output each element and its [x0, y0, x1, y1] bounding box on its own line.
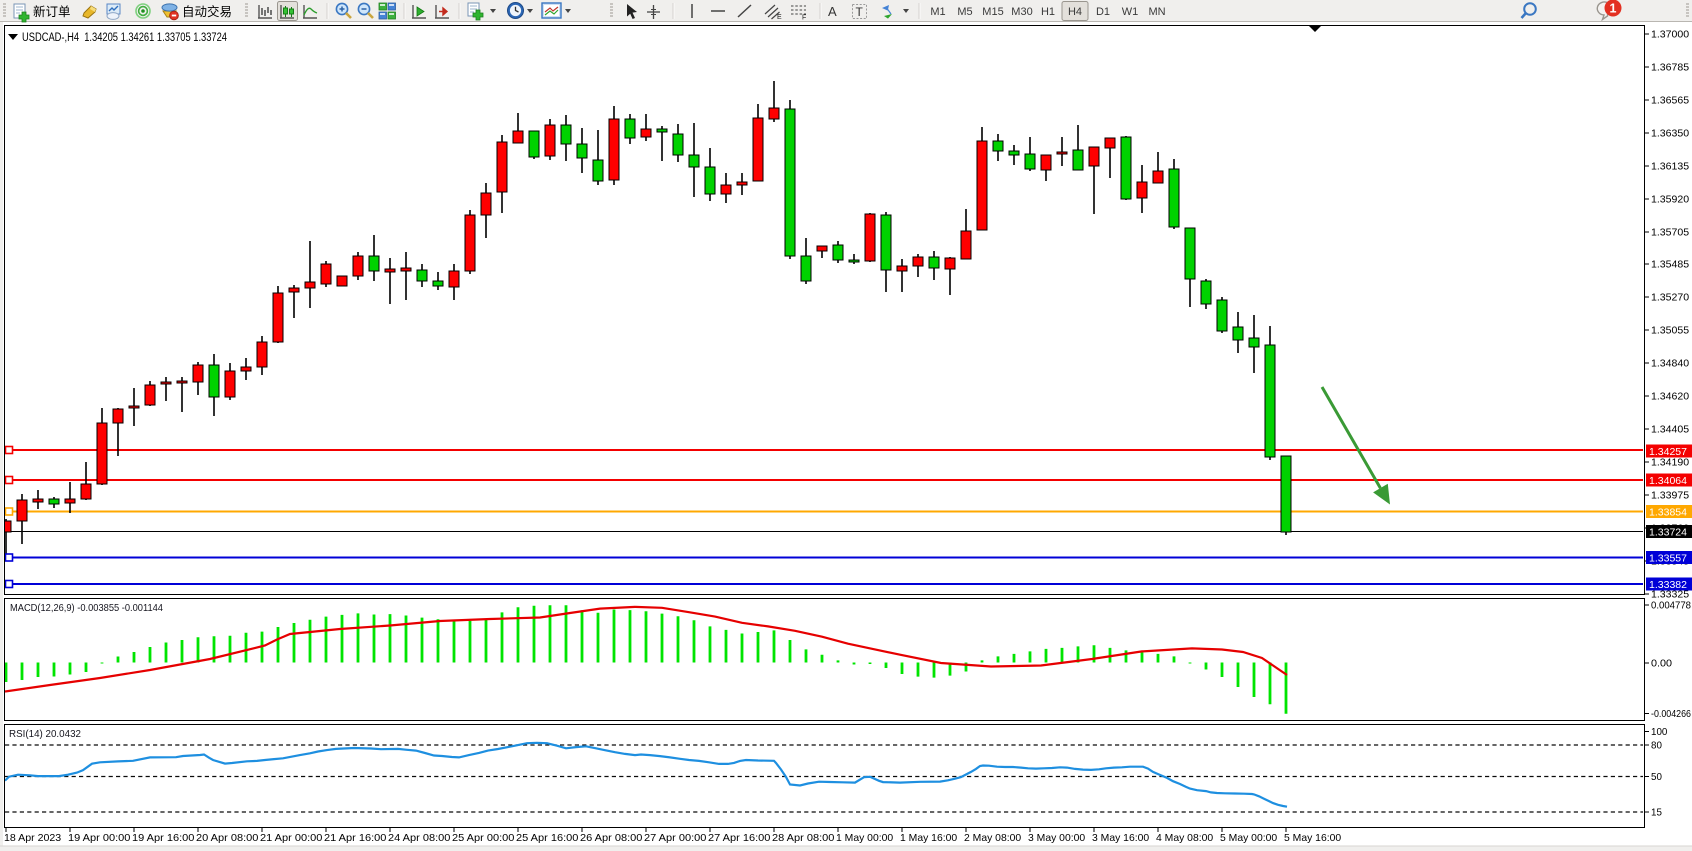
svg-text:1.34064: 1.34064 [1649, 475, 1687, 487]
svg-text:1.36785: 1.36785 [1651, 62, 1689, 74]
svg-text:80: 80 [1651, 740, 1662, 752]
svg-text:5 May 16:00: 5 May 16:00 [1284, 832, 1341, 844]
svg-text:1.36350: 1.36350 [1651, 128, 1689, 140]
svg-text:1.36135: 1.36135 [1651, 161, 1689, 173]
svg-text:21 Apr 00:00: 21 Apr 00:00 [260, 832, 323, 844]
svg-text:27 Apr 00:00: 27 Apr 00:00 [644, 832, 707, 844]
svg-text:19 Apr 16:00: 19 Apr 16:00 [132, 832, 195, 844]
svg-text:1.33557: 1.33557 [1649, 553, 1687, 565]
svg-text:USDCAD-,H4 1.34205 1.34261 1.: USDCAD-,H4 1.34205 1.34261 1.33705 1.337… [22, 32, 227, 44]
svg-text:M30: M30 [1011, 6, 1032, 18]
svg-text:MACD(12,26,9) -0.003855 -0.001: MACD(12,26,9) -0.003855 -0.001144 [10, 602, 163, 614]
svg-text:24 Apr 08:00: 24 Apr 08:00 [388, 832, 451, 844]
svg-text:26 Apr 08:00: 26 Apr 08:00 [580, 832, 643, 844]
svg-text:25 Apr 16:00: 25 Apr 16:00 [516, 832, 579, 844]
svg-text:1.34620: 1.34620 [1651, 391, 1689, 403]
svg-text:2 May 08:00: 2 May 08:00 [964, 832, 1021, 844]
svg-text:1 May 00:00: 1 May 00:00 [836, 832, 893, 844]
svg-text:3 May 16:00: 3 May 16:00 [1092, 832, 1149, 844]
svg-text:W1: W1 [1122, 6, 1139, 18]
svg-text:1 May 16:00: 1 May 16:00 [900, 832, 957, 844]
svg-text:新订单: 新订单 [33, 4, 71, 19]
svg-text:H1: H1 [1041, 6, 1055, 18]
svg-text:28 Apr 08:00: 28 Apr 08:00 [772, 832, 835, 844]
svg-text:4 May 08:00: 4 May 08:00 [1156, 832, 1213, 844]
svg-text:1.33975: 1.33975 [1651, 490, 1689, 502]
svg-text:1.35485: 1.35485 [1651, 259, 1689, 271]
svg-text:M1: M1 [930, 6, 945, 18]
svg-text:1.34190: 1.34190 [1651, 457, 1689, 469]
svg-text:MN: MN [1148, 6, 1165, 18]
svg-text:A: A [828, 4, 837, 19]
svg-text:1.33325: 1.33325 [1651, 589, 1689, 601]
svg-text:1.35055: 1.35055 [1651, 325, 1689, 337]
svg-text:H4: H4 [1068, 6, 1082, 18]
svg-text:F: F [802, 15, 806, 22]
svg-text:3 May 00:00: 3 May 00:00 [1028, 832, 1085, 844]
svg-text:1.34840: 1.34840 [1651, 358, 1689, 370]
svg-text:1.35920: 1.35920 [1651, 194, 1689, 206]
svg-text:M15: M15 [982, 6, 1003, 18]
svg-text:1.37000: 1.37000 [1651, 29, 1689, 41]
svg-text:15: 15 [1651, 807, 1662, 819]
svg-text:1.36565: 1.36565 [1651, 95, 1689, 107]
svg-text:21 Apr 16:00: 21 Apr 16:00 [324, 832, 387, 844]
svg-text:1.35705: 1.35705 [1651, 227, 1689, 239]
svg-text:RSI(14) 20.0432: RSI(14) 20.0432 [9, 728, 81, 740]
svg-text:D1: D1 [1096, 6, 1110, 18]
svg-text:1.33724: 1.33724 [1649, 527, 1687, 539]
svg-text:E: E [777, 14, 782, 21]
svg-text:18 Apr 2023: 18 Apr 2023 [4, 832, 61, 844]
svg-text:5 May 00:00: 5 May 00:00 [1220, 832, 1277, 844]
svg-text:20 Apr 08:00: 20 Apr 08:00 [196, 832, 259, 844]
svg-text:1.34405: 1.34405 [1651, 424, 1689, 436]
svg-text:1.33382: 1.33382 [1649, 579, 1687, 591]
svg-text:M5: M5 [957, 6, 972, 18]
svg-text:自动交易: 自动交易 [182, 4, 232, 19]
svg-text:T: T [856, 5, 864, 19]
svg-text:25 Apr 00:00: 25 Apr 00:00 [452, 832, 515, 844]
svg-text:1.35270: 1.35270 [1651, 292, 1689, 304]
svg-text:1.33854: 1.33854 [1649, 507, 1687, 519]
svg-text:100: 100 [1651, 726, 1668, 738]
svg-text:1: 1 [1610, 2, 1617, 16]
svg-text:27 Apr 16:00: 27 Apr 16:00 [708, 832, 771, 844]
svg-text:19 Apr 00:00: 19 Apr 00:00 [68, 832, 131, 844]
svg-text:0.00: 0.00 [1651, 658, 1672, 670]
svg-text:50: 50 [1651, 771, 1662, 783]
svg-text:0.004778: 0.004778 [1651, 600, 1691, 612]
svg-text:1.34257: 1.34257 [1649, 446, 1687, 458]
svg-text:-0.004266: -0.004266 [1651, 708, 1691, 720]
